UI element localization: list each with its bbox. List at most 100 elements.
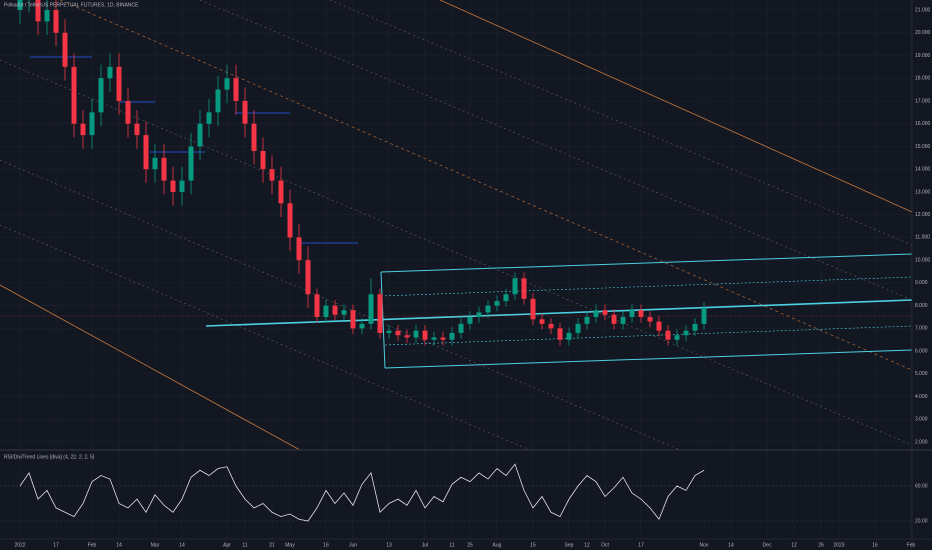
y-tick-label: 16.000 [915, 121, 931, 127]
candle-body [422, 330, 428, 340]
y-tick-label: 20.000 [915, 30, 931, 36]
chart-title: Polkadot / TetherUS PERPETUAL FUTURES, 1… [4, 2, 139, 8]
x-tick-label: 17 [53, 542, 59, 548]
candle-body [395, 330, 401, 336]
candle-body [674, 335, 680, 340]
candle-body [44, 10, 50, 22]
x-tick-label: May [285, 542, 295, 548]
x-tick-label: Feb [88, 542, 97, 548]
drawings [0, 0, 913, 451]
candle-body [692, 323, 698, 331]
candle-body [125, 100, 131, 124]
channel-line [0, 284, 301, 451]
y-tick-label: 11.000 [915, 235, 930, 241]
candle-body [359, 323, 365, 329]
candle-body [656, 321, 662, 331]
x-tick-label: Aug [493, 542, 502, 548]
candle-body [53, 10, 59, 33]
candle-body [701, 307, 707, 324]
candle-body [386, 330, 392, 333]
channel-line [199, 0, 913, 301]
y-tick-label: 4.000 [915, 394, 928, 400]
x-tick-label: Jun [349, 542, 357, 548]
rsi-pane [0, 463, 912, 522]
x-tick-label: Oct [601, 542, 609, 548]
x-tick-label: Sep [565, 542, 574, 548]
candle-body [377, 294, 383, 333]
trend-line [205, 299, 913, 327]
x-tick-label: 16 [323, 542, 329, 548]
x-tick-label: 14 [179, 542, 185, 548]
candle-body [449, 332, 455, 340]
candle-body [404, 335, 410, 338]
x-tick-label: 14 [116, 542, 122, 548]
candle-body [476, 312, 482, 318]
y-tick-label: 19.000 [915, 53, 931, 59]
candle-body [233, 78, 239, 101]
candle-body [242, 100, 248, 124]
candle-body [62, 32, 68, 67]
x-tick-label: 16 [872, 542, 878, 548]
y-tick-label: 12.000 [915, 212, 931, 218]
candle-body [665, 330, 671, 340]
candle-body [512, 278, 518, 295]
candle-body [80, 123, 86, 136]
candle-body [161, 157, 167, 181]
x-tick-label: 12 [791, 542, 797, 548]
candle-body [206, 112, 212, 124]
x-tick-label: Nov [700, 542, 709, 548]
candle-body [629, 310, 635, 318]
axes: 2.000 3.000 4.000 5.000 6.000 7.000 8.000 9.000… [14, 7, 930, 548]
y-tick-label: 8.000 [915, 303, 928, 309]
candle-body [35, 0, 41, 22]
candle-body [341, 310, 347, 315]
candle-body [215, 89, 221, 113]
candle-body [98, 78, 104, 113]
y-tick-label: 10.000 [915, 257, 931, 263]
candle-body [224, 78, 230, 90]
candle-body [188, 146, 194, 181]
y-tick-label: 13.000 [915, 189, 931, 195]
x-tick-label: 11 [242, 542, 247, 548]
candle-body [323, 305, 329, 318]
candle-body [107, 66, 113, 79]
candle-body [440, 337, 446, 340]
candle-body [584, 317, 590, 324]
candle-body [575, 323, 581, 333]
grid [0, 0, 912, 538]
candle-body [269, 169, 275, 181]
y-tick-label: 17.000 [915, 98, 931, 104]
y-tick-label: 21.000 [915, 7, 931, 13]
y-tick-label: 18.000 [915, 76, 931, 82]
x-tick-label: 26 [818, 542, 824, 548]
y-tick-label: 6.000 [915, 348, 928, 354]
candle-body [620, 317, 626, 324]
candle-body [179, 180, 185, 192]
x-tick-label: 11 [449, 542, 454, 548]
candle-body [503, 294, 509, 302]
y-tick-label: 2.000 [915, 439, 928, 445]
channel-line [0, 224, 531, 451]
candle-body [89, 112, 95, 136]
indicator-title: RSI/Div/Trend Lines [diva] (4, 22, 2, 2,… [4, 454, 95, 460]
channel-line [59, 0, 913, 371]
y-tick-label: 14.000 [915, 167, 931, 173]
x-tick-label: 21 [269, 542, 275, 548]
candle-body [350, 310, 356, 329]
channel-line [0, 159, 681, 451]
candle-body [296, 237, 302, 261]
x-tick-label: Mar [151, 542, 160, 548]
candle-body [197, 123, 203, 147]
x-tick-label: 25 [467, 542, 473, 548]
candle-body [368, 294, 374, 324]
channel-line [439, 0, 913, 213]
rsi-line [19, 463, 705, 522]
candle-body [251, 123, 257, 152]
candle-body [494, 301, 500, 306]
candle-body [602, 310, 608, 315]
candle-body [314, 294, 320, 318]
candle-body [278, 180, 284, 204]
candle-body [332, 305, 338, 315]
candle-body [305, 260, 311, 295]
